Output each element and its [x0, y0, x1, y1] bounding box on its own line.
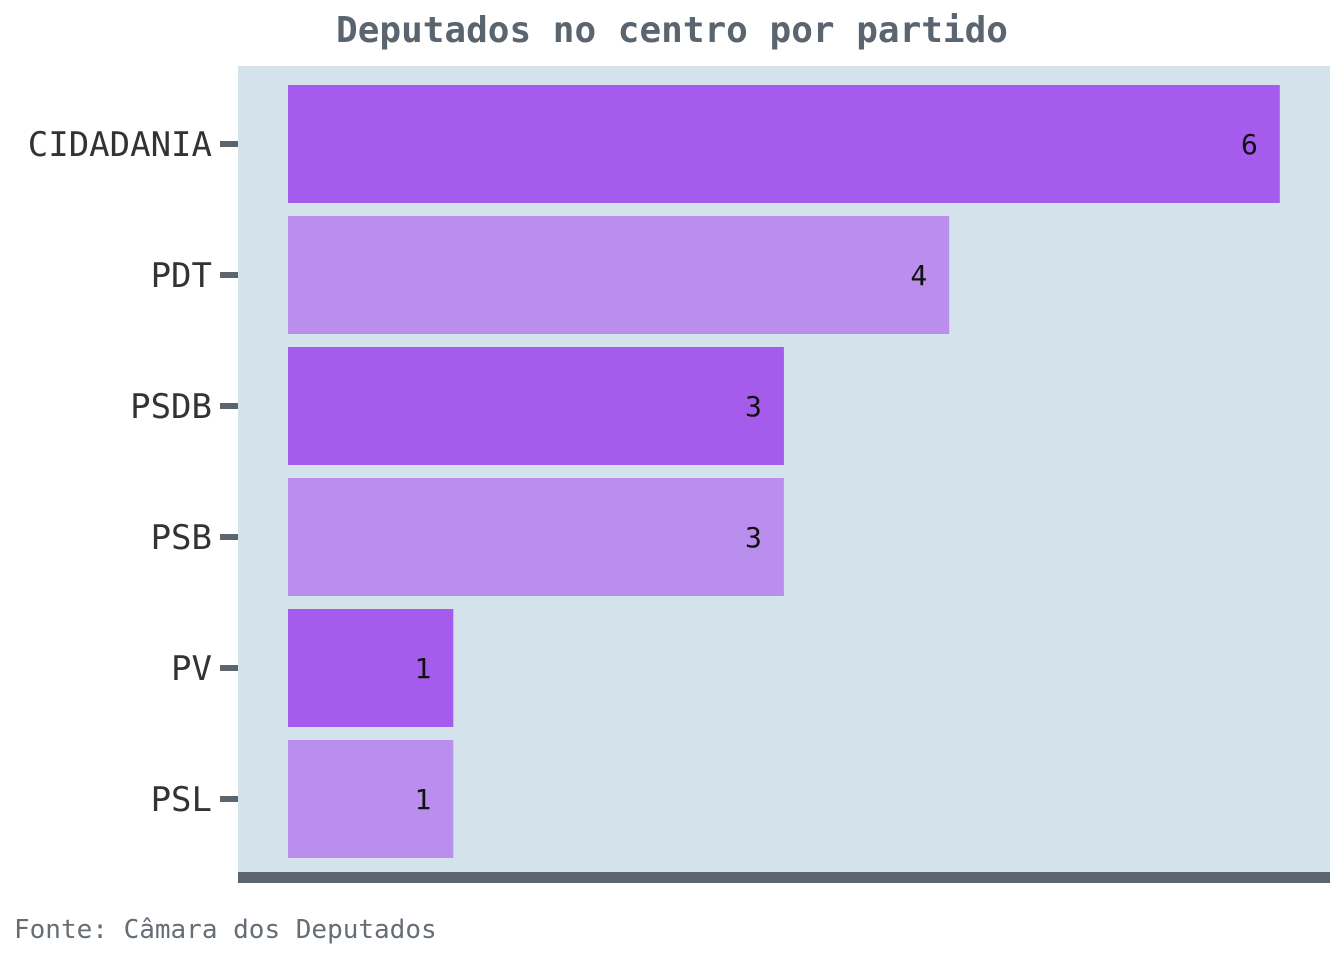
chart-title: Deputados no centro por partido: [336, 10, 1008, 51]
value-label-pdt: 4: [910, 259, 927, 292]
bars-group: 6 4 3 3 1 1: [288, 85, 1280, 858]
value-label-psb: 3: [745, 521, 762, 554]
tick-mark-psl: [220, 796, 238, 802]
value-label-psdb: 3: [745, 390, 762, 423]
chart-caption: Fonte: Câmara dos Deputados: [14, 915, 437, 945]
tick-label-psl: PSL: [151, 780, 212, 820]
bar-psl: [288, 740, 454, 858]
bar-psdb: [288, 347, 784, 465]
tick-mark-psdb: [220, 403, 238, 409]
tick-mark-cidadania: [220, 141, 238, 147]
tick-mark-psb: [220, 534, 238, 540]
value-label-pv: 1: [414, 652, 431, 685]
bar-psb: [288, 478, 784, 596]
y-axis-ticks: CIDADANIA PDT PSDB PSB PV PSL: [28, 125, 238, 820]
tick-label-pv: PV: [171, 649, 212, 689]
x-axis-line: [238, 872, 1330, 883]
value-label-cidadania: 6: [1241, 128, 1258, 161]
tick-label-cidadania: CIDADANIA: [28, 125, 212, 165]
tick-label-psb: PSB: [151, 518, 212, 558]
bar-cidadania: [288, 85, 1280, 203]
bar-pdt: [288, 216, 950, 334]
tick-mark-pv: [220, 665, 238, 671]
value-label-psl: 1: [414, 783, 431, 816]
tick-mark-pdt: [220, 272, 238, 278]
bar-pv: [288, 609, 454, 727]
tick-label-pdt: PDT: [151, 256, 212, 296]
tick-label-psdb: PSDB: [130, 387, 212, 427]
